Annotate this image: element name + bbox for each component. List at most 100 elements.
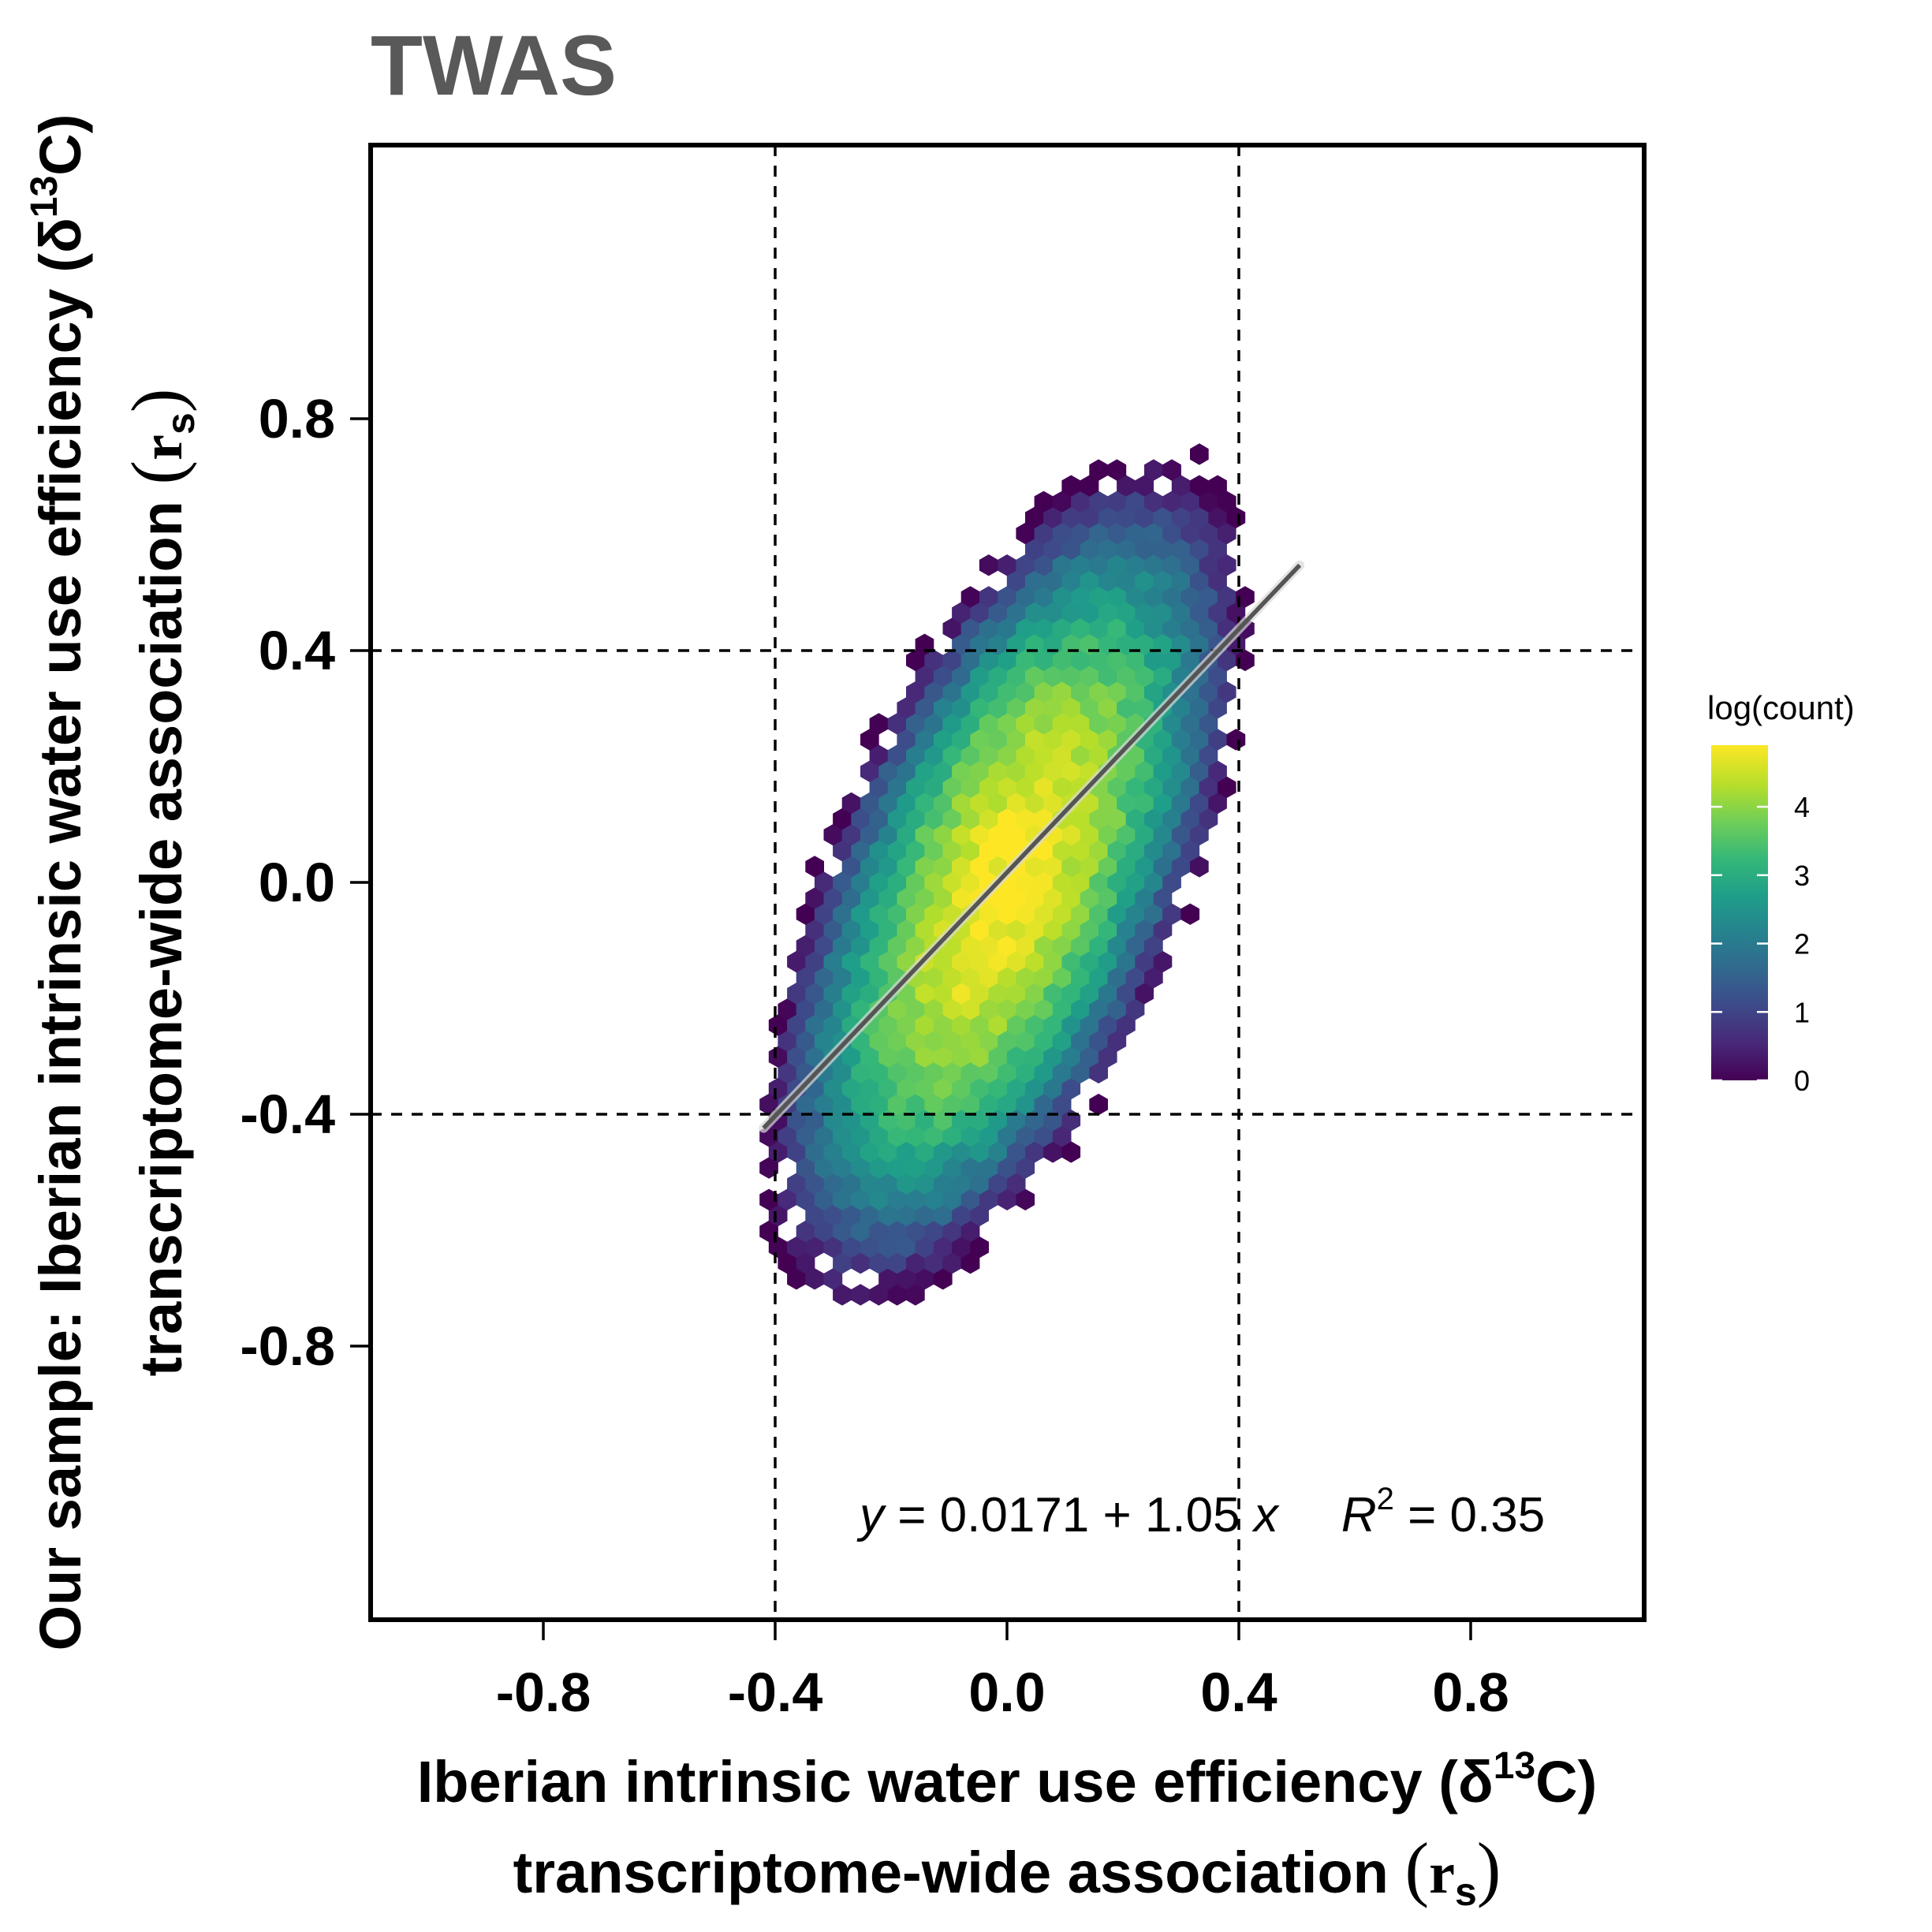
hex-bin [1107,903,1127,925]
hex-bin [1199,807,1218,830]
hex-bin [998,713,1016,735]
hex-bin [878,919,897,941]
y-title2-text: transcriptome-wide association [129,485,194,1377]
hex-bin [1089,1093,1108,1116]
hex-bin [841,1141,861,1163]
hex-bin [878,792,897,815]
hex-bin [887,744,907,766]
hex-bin [1052,1030,1072,1052]
hex-bin [805,1141,824,1163]
hex-bin [1117,602,1136,624]
hex-bin [1144,617,1163,640]
hex-bin [1199,490,1218,513]
hex-bin [1098,856,1117,878]
hex-bin [1061,1014,1081,1036]
hex-bin [1052,776,1072,798]
hex-bin [1162,617,1181,640]
hex-bin [778,1030,797,1052]
hex-bin [952,1204,971,1227]
hex-bin [1199,776,1218,798]
hex-bin [1080,1014,1099,1036]
hex-bin [979,744,998,766]
hex-bin [833,1188,852,1210]
hex-bin [1117,856,1136,878]
hex-bin [768,1236,788,1259]
hex-bin [823,824,843,846]
hex-bin [878,1236,897,1259]
hex-bin [897,1014,916,1036]
hex-bin [1016,681,1035,703]
hex-bin [833,934,852,957]
hex-bin [1025,1014,1044,1036]
hex-bin [869,1061,889,1083]
hex-bin [878,1077,897,1100]
hex-bin [1153,538,1173,561]
hex-bin [1153,506,1173,528]
hex-bin [1043,665,1062,688]
hex-bin [1016,998,1035,1020]
hex-bin [869,903,889,925]
hex-bin [1016,617,1035,640]
hex-bin [924,967,943,989]
hex-bin [833,998,852,1020]
hex-bin [878,1014,897,1036]
hex-bin [823,950,843,973]
hex-bin [823,1236,843,1259]
hex-bin [979,1093,998,1116]
hex-bin [841,1046,861,1068]
hex-bin [1217,586,1236,608]
hex-bin [887,934,907,957]
hex-bin [1144,934,1163,957]
hex-bin [1162,554,1181,576]
hex-bin [933,665,953,688]
hex-bin [759,1157,778,1179]
hex-bin [1034,490,1054,513]
hex-bin [1199,554,1218,576]
hex-bin [1107,713,1127,735]
hex-bin [805,950,824,973]
hex-bin [1016,713,1035,735]
hex-bin [924,776,943,798]
hex-bin [979,713,998,735]
hex-bin [1208,697,1227,719]
hex-bin [1180,807,1200,830]
hex-bin [805,983,824,1005]
hex-bin [998,744,1016,766]
hex-bin [1125,871,1145,893]
hex-bin [1236,649,1255,672]
hex-bin [1144,903,1163,925]
hex-bin [860,792,879,815]
hex-bin [1180,490,1200,513]
hex-bin [960,744,980,766]
hex-bin [1098,729,1117,751]
hex-bin [1107,617,1127,640]
regression-layer [759,560,1305,1133]
hex-bin [970,1204,989,1227]
hex-bin [979,840,998,862]
hex-bin [1208,792,1227,815]
hex-bin [1089,554,1108,576]
hex-bin [970,950,989,973]
hex-bin [1171,538,1191,561]
hex-bin [1089,681,1108,703]
y-tick-label: 0.4 [259,620,335,681]
legend-tick-label: 0 [1794,1065,1810,1097]
hex-bin [960,1220,980,1243]
hex-bin [1144,871,1163,893]
hex-bin [1125,522,1145,545]
hex-bin [933,887,953,909]
hex-bin [988,950,1008,973]
hex-bin [915,760,934,782]
hex-bin [1061,950,1081,973]
hex-bin [933,1204,953,1227]
hex-bin [960,1125,980,1147]
hex-bin [970,856,989,878]
hex-bin [1006,824,1026,846]
hex-bin [1217,490,1236,513]
hex-bin [952,1014,971,1036]
y-tick-label: 0.8 [259,388,335,449]
hex-bin [998,649,1016,672]
hex-bin [970,983,989,1005]
hex-bin [1208,760,1227,782]
hex-bin [1107,649,1127,672]
